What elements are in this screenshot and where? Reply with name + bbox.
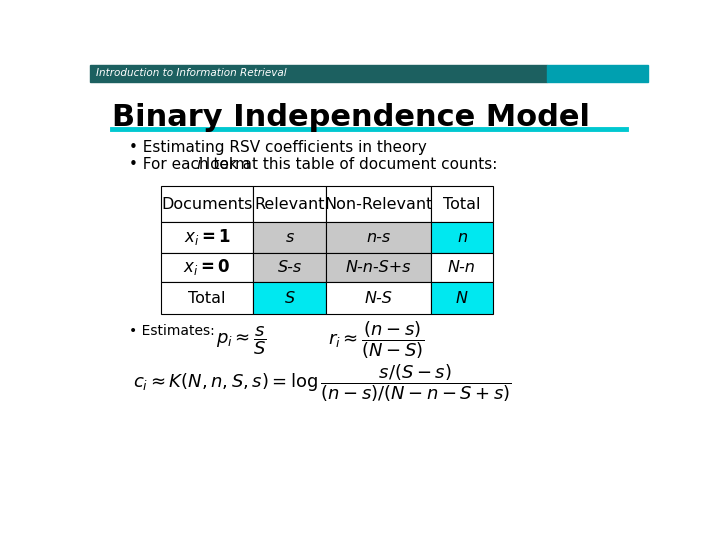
Text: Total: Total	[188, 291, 226, 306]
Bar	[326, 222, 431, 253]
Text: N: N	[456, 291, 468, 306]
Text: N-S: N-S	[365, 291, 392, 306]
Text: n-s: n-s	[366, 230, 391, 245]
Text: S-s: S-s	[277, 260, 302, 275]
Text: Documents: Documents	[161, 197, 253, 212]
Bar	[253, 253, 326, 282]
Bar	[253, 222, 326, 253]
Text: N-n-S+s: N-n-S+s	[346, 260, 411, 275]
Bar	[547, 65, 648, 82]
Text: $\mathbf{\mathit{x_i}}$$\mathbf{=0}$: $\mathbf{\mathit{x_i}}$$\mathbf{=0}$	[184, 258, 230, 278]
Text: $r_i \approx \dfrac{(n-s)}{(N-S)}$: $r_i \approx \dfrac{(n-s)}{(N-S)}$	[328, 320, 425, 361]
Text: • For each term: • For each term	[129, 157, 255, 172]
Text: Introduction to Information Retrieval: Introduction to Information Retrieval	[96, 68, 287, 78]
Text: $c_i \approx K(N,n,S,s) = \log\dfrac{s/(S-s)}{(n-s)/(N-n-S+s)}$: $c_i \approx K(N,n,S,s) = \log\dfrac{s/(…	[133, 363, 512, 404]
Bar	[431, 222, 493, 253]
Text: s: s	[285, 230, 294, 245]
Text: • Estimating RSV coefficients in theory: • Estimating RSV coefficients in theory	[129, 140, 426, 156]
Bar	[161, 253, 253, 282]
Bar	[431, 282, 493, 314]
Text: N-n: N-n	[448, 260, 476, 275]
Bar	[326, 282, 431, 314]
Bar	[326, 186, 431, 222]
Text: n: n	[457, 230, 467, 245]
Bar	[431, 186, 493, 222]
Text: Total: Total	[444, 197, 481, 212]
Text: i: i	[197, 157, 201, 172]
Bar	[431, 253, 493, 282]
Bar	[253, 186, 326, 222]
Text: $p_i \approx \dfrac{s}{S}$: $p_i \approx \dfrac{s}{S}$	[215, 324, 266, 357]
Text: • Estimates:: • Estimates:	[129, 324, 215, 338]
Bar	[253, 282, 326, 314]
Bar	[161, 186, 253, 222]
Bar	[326, 253, 431, 282]
Text: Non-Relevant: Non-Relevant	[325, 197, 433, 212]
Text: Relevant: Relevant	[254, 197, 325, 212]
Bar	[161, 282, 253, 314]
Bar	[90, 65, 547, 82]
Text: Binary Independence Model: Binary Independence Model	[112, 103, 590, 132]
Bar	[161, 222, 253, 253]
Text: S: S	[284, 291, 294, 306]
Text: $\mathbf{\mathit{x_i}}$$\mathbf{=1}$: $\mathbf{\mathit{x_i}}$$\mathbf{=1}$	[184, 227, 230, 247]
Text: look at this table of document counts:: look at this table of document counts:	[201, 157, 498, 172]
